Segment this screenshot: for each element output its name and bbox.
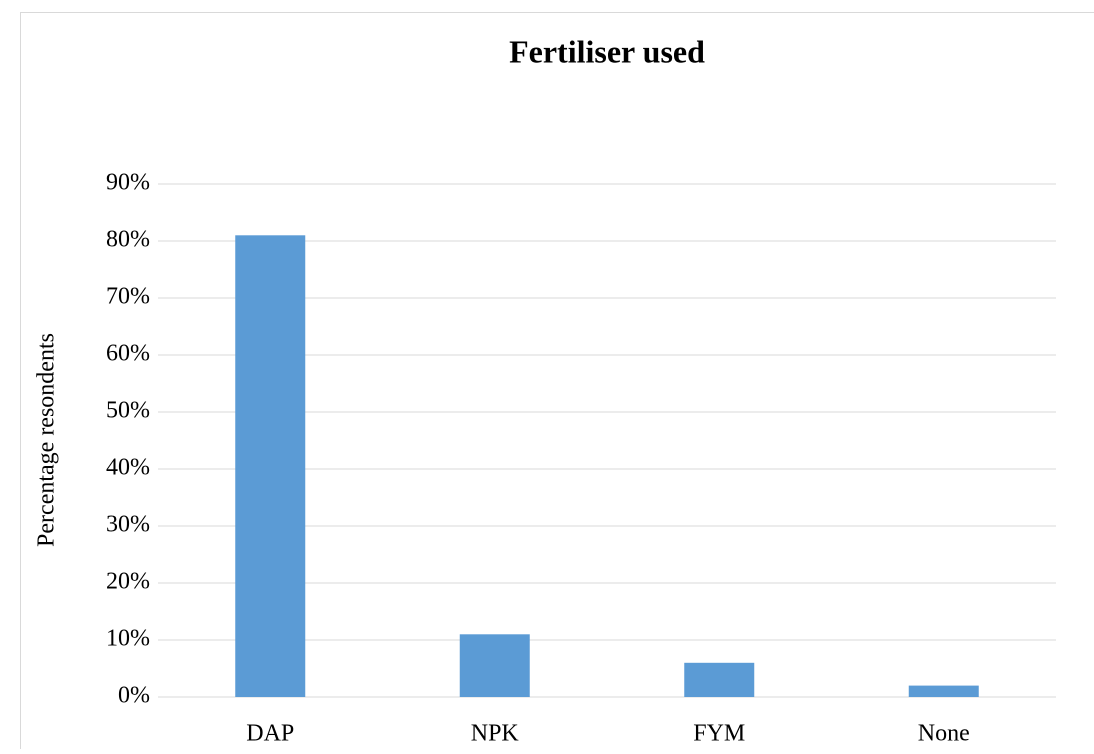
y-tick-label: 30% — [106, 512, 150, 538]
y-tick-label: 50% — [106, 398, 150, 424]
bar — [235, 235, 305, 697]
y-tick-label: 0% — [118, 683, 150, 709]
x-tick-label: None — [918, 721, 970, 747]
y-tick-label: 70% — [106, 284, 150, 310]
y-tick-label: 10% — [106, 626, 150, 652]
x-tick-label: DAP — [246, 721, 294, 747]
y-tick-label: 40% — [106, 455, 150, 481]
y-tick-label: 80% — [106, 227, 150, 253]
chart-border — [21, 13, 1094, 750]
x-tick-label: FYM — [693, 721, 745, 747]
y-tick-label: 60% — [106, 341, 150, 367]
chart-title: Fertiliser used — [509, 33, 705, 69]
y-tick-label: 90% — [106, 170, 150, 196]
bar — [909, 686, 979, 697]
y-axis-label: Percentage resondents — [34, 333, 60, 547]
y-tick-label: 20% — [106, 569, 150, 595]
bar — [460, 634, 530, 697]
bar — [684, 663, 754, 697]
x-tick-label: NPK — [471, 721, 520, 747]
